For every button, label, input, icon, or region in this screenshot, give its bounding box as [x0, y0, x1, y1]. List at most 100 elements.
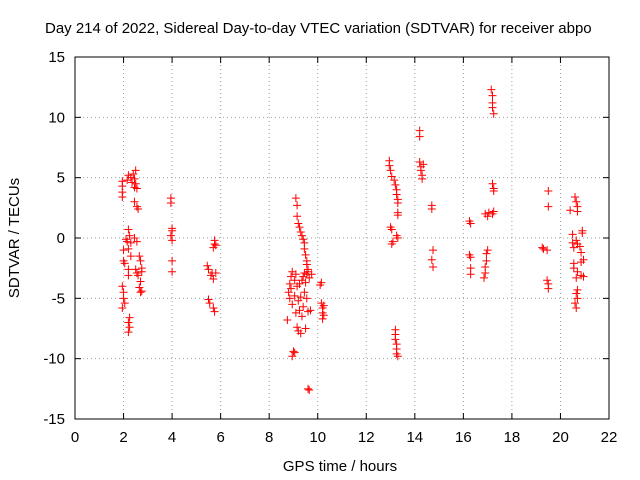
data-point: [393, 199, 402, 208]
data-point: [569, 264, 578, 273]
data-point: [125, 323, 134, 332]
data-point: [125, 231, 134, 240]
x-tick-label: 18: [504, 429, 521, 446]
x-tick-label: 0: [71, 429, 79, 446]
y-tick-label: -15: [43, 411, 65, 428]
data-point: [211, 241, 220, 250]
data-point: [301, 324, 310, 333]
data-point: [543, 246, 552, 255]
data-point: [488, 91, 497, 100]
x-tick-label: 14: [406, 429, 423, 446]
data-point: [291, 194, 300, 203]
data-point: [482, 256, 491, 265]
data-point: [119, 246, 128, 255]
data-point: [572, 303, 581, 312]
x-tick-label: 4: [168, 429, 176, 446]
data-point: [131, 179, 140, 188]
data-point: [168, 256, 177, 265]
data-point: [304, 384, 313, 393]
x-tick-label: 16: [455, 429, 472, 446]
x-tick-label: 20: [552, 429, 569, 446]
data-point: [287, 272, 296, 281]
data-point: [427, 205, 436, 214]
data-point: [573, 285, 582, 294]
data-point: [571, 299, 580, 308]
data-point: [393, 352, 402, 361]
data-point: [543, 276, 552, 285]
data-point: [168, 226, 177, 235]
data-point: [579, 272, 588, 281]
data-point: [573, 267, 582, 276]
data-point: [137, 267, 146, 276]
data-point: [386, 166, 395, 175]
data-point: [295, 223, 304, 232]
data-point: [302, 260, 311, 269]
data-point: [483, 246, 492, 255]
data-point: [131, 265, 140, 274]
data-point: [578, 229, 587, 238]
data-point: [203, 261, 212, 270]
data-point: [283, 316, 292, 325]
data-point: [489, 109, 498, 118]
data-point: [318, 314, 327, 323]
x-tick-label: 10: [309, 429, 326, 446]
y-tick-label: 0: [57, 230, 65, 247]
data-point: [291, 270, 300, 279]
data-point: [300, 288, 309, 297]
data-point: [484, 208, 493, 217]
data-point: [466, 219, 475, 228]
data-point: [130, 174, 139, 183]
data-point: [393, 211, 402, 220]
data-point: [304, 265, 313, 274]
data-point: [124, 244, 133, 253]
data-point: [166, 231, 175, 240]
data-point: [296, 227, 305, 236]
data-point: [393, 234, 402, 242]
axis-ticks: 0 2 4 6 8 10 12 14 16 18 20 22 -15 -10 -5 0 5 10 15: [43, 49, 617, 446]
y-tick-label: 15: [48, 49, 65, 66]
data-point: [299, 235, 308, 244]
data-point: [544, 186, 553, 195]
data-point: [296, 293, 305, 302]
data-point: [429, 246, 438, 255]
data-point: [317, 278, 326, 287]
data-point: [572, 236, 581, 245]
x-tick-label: 12: [358, 429, 375, 446]
data-point: [209, 303, 218, 312]
data-point: [418, 174, 427, 183]
data-point: [297, 312, 306, 321]
data-point: [136, 277, 145, 286]
data-point: [130, 197, 139, 206]
data-point: [481, 262, 490, 271]
data-point: [290, 348, 299, 357]
data-point: [571, 192, 580, 201]
data-point: [307, 270, 316, 279]
y-axis-label: SDTVAR / TECUs: [6, 178, 23, 298]
data-point: [416, 166, 425, 175]
data-point: [126, 252, 135, 261]
data-point: [168, 236, 177, 245]
data-point: [296, 329, 305, 338]
y-tick-label: 10: [48, 109, 65, 126]
data-point: [305, 386, 314, 395]
data-point: [391, 335, 400, 344]
data-point: [125, 313, 134, 322]
data-point: [573, 294, 582, 303]
data-point: [210, 307, 219, 316]
data-point: [288, 300, 297, 309]
data-point: [210, 236, 219, 245]
data-point: [300, 244, 309, 253]
data-point: [487, 85, 496, 94]
data-point: [391, 180, 400, 189]
data-point: [573, 207, 582, 216]
data-point: [301, 250, 310, 259]
data-point: [287, 284, 296, 293]
data-point: [319, 301, 328, 310]
data-point: [482, 249, 491, 258]
data-point: [419, 160, 428, 169]
data-point: [205, 299, 214, 308]
x-axis-label: GPS time / hours: [283, 458, 397, 475]
data-point: [118, 192, 127, 201]
data-point: [539, 244, 548, 253]
